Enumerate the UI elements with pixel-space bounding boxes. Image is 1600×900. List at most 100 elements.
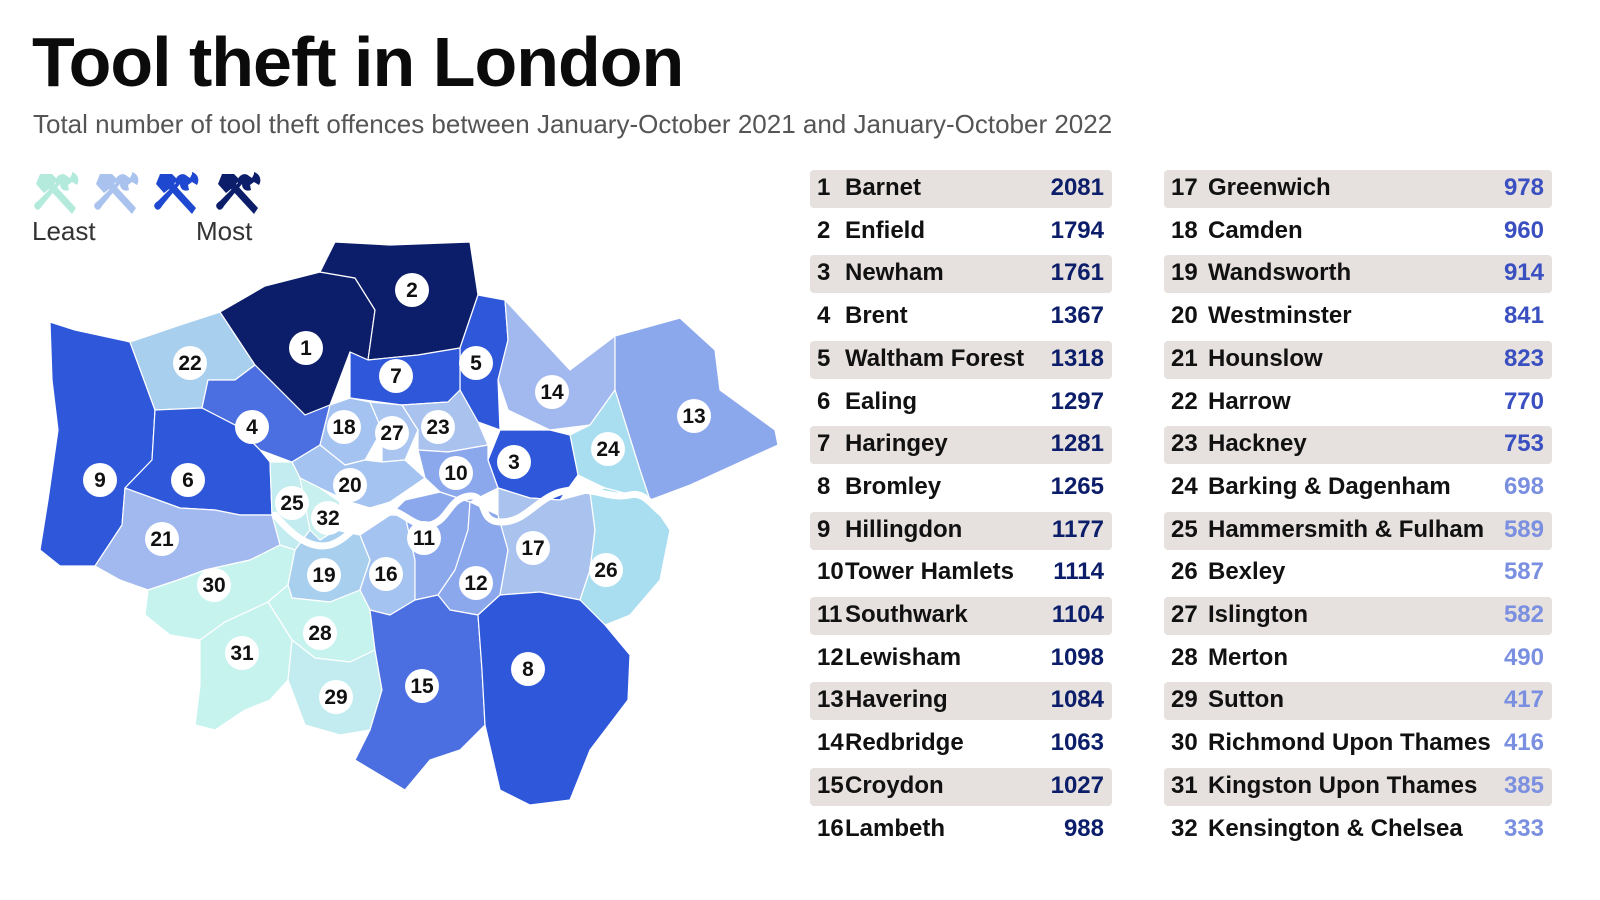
borough-marker-label: 31	[230, 642, 254, 665]
row-value: 1297	[1050, 387, 1104, 415]
borough-marker-circle	[173, 346, 207, 380]
row-rank: 20	[1171, 302, 1198, 330]
borough-marker-label: 17	[521, 537, 544, 560]
row-rank: 3	[817, 259, 831, 287]
row-borough-name: Kensington & Chelsea	[1208, 814, 1463, 842]
tools-icon-low	[94, 172, 139, 214]
borough-marker-circle	[375, 416, 409, 450]
borough-marker-label: 25	[280, 492, 304, 515]
table-row: 6 Ealing 1297	[810, 384, 1112, 422]
row-borough-name: Merton	[1208, 643, 1288, 671]
borough-marker-label: 9	[94, 469, 106, 492]
table-row: 21 Hounslow 823	[1164, 340, 1552, 379]
table-row: 19 Wandsworth 914	[1164, 255, 1552, 294]
borough-marker-circle	[459, 566, 493, 600]
row-value: 1027	[1050, 771, 1104, 799]
borough-marker-label: 28	[308, 622, 332, 645]
borough-marker-circle	[311, 501, 345, 535]
borough-marker-label: 2	[406, 279, 418, 302]
borough-marker-label: 10	[444, 462, 467, 485]
table-row: 2 Enfield 1794	[810, 213, 1112, 251]
borough-marker-label: 15	[410, 675, 434, 698]
table-row: 17 Greenwich 978	[1164, 170, 1552, 208]
row-value: 823	[1503, 344, 1544, 372]
table-row: 29 Sutton 417	[1164, 682, 1552, 721]
borough-marker-circle	[369, 557, 403, 591]
row-rank: 16	[817, 814, 844, 842]
borough-marker-label: 18	[332, 416, 356, 439]
row-value: 589	[1503, 515, 1544, 543]
table-row: 27 Islington 582	[1164, 597, 1552, 635]
row-rank: 17	[1171, 174, 1198, 201]
table-row: 32 Kensington & Chelsea 333	[1164, 811, 1552, 849]
table-row: 3 Newham 1761	[810, 255, 1112, 294]
borough-marker-circle	[275, 486, 309, 520]
row-value: 914	[1503, 259, 1544, 287]
table-row: 20 Westminster 841	[1164, 298, 1552, 336]
borough-bromley	[477, 591, 631, 806]
row-rank: 5	[817, 344, 831, 372]
row-value: 1761	[1050, 259, 1104, 287]
row-borough-name: Haringey	[845, 430, 948, 458]
row-value: 960	[1503, 216, 1544, 244]
borough-marker-label: 5	[470, 352, 482, 375]
row-value: 417	[1503, 686, 1544, 714]
borough-marker-label: 21	[150, 528, 174, 551]
table-row: 22 Harrow 770	[1164, 384, 1552, 422]
borough-marker-circle	[289, 331, 323, 365]
row-value: 582	[1503, 601, 1544, 628]
row-borough-name: Barnet	[845, 174, 922, 201]
row-borough-name: Sutton	[1208, 686, 1284, 714]
borough-marker-label: 29	[324, 686, 347, 709]
borough-marker-circle	[235, 410, 269, 444]
tools-icon-most	[216, 172, 261, 214]
row-rank: 10	[817, 558, 844, 586]
row-borough-name: Waltham Forest	[845, 344, 1025, 372]
row-value: 1098	[1050, 643, 1104, 671]
row-rank: 26	[1171, 558, 1198, 586]
row-value: 1063	[1050, 729, 1104, 757]
borough-marker-circle	[516, 531, 550, 565]
borough-marker-circle	[589, 553, 623, 587]
borough-marker-circle	[83, 463, 117, 497]
table-row: 10 Tower Hamlets 1114	[810, 554, 1112, 592]
borough-marker-circle	[497, 445, 531, 479]
row-borough-name: Bromley	[845, 472, 942, 500]
borough-marker-label: 4	[246, 416, 258, 439]
borough-marker-label: 13	[682, 405, 705, 428]
borough-marker-circle	[421, 410, 455, 444]
row-borough-name: Harrow	[1208, 387, 1291, 415]
table-row: 15 Croydon 1027	[810, 767, 1112, 806]
row-value: 333	[1503, 814, 1544, 842]
legend-least-label: Least	[32, 216, 96, 246]
row-rank: 23	[1171, 430, 1198, 458]
row-borough-name: Hammersmith & Fulham	[1208, 515, 1485, 543]
row-rank: 12	[817, 643, 844, 671]
row-value: 988	[1063, 814, 1104, 842]
row-borough-name: Southwark	[845, 601, 968, 628]
row-rank: 11	[817, 601, 843, 628]
row-borough-name: Barking & Dagenham	[1208, 472, 1451, 500]
row-borough-name: Ealing	[845, 387, 918, 415]
row-borough-name: Kingston Upon Thames	[1208, 771, 1478, 799]
borough-marker-label: 16	[374, 563, 397, 586]
borough-marker-circle	[511, 652, 545, 686]
borough-marker-circle	[535, 375, 569, 409]
borough-marker-circle	[677, 399, 711, 433]
borough-marker-circle	[459, 346, 493, 380]
page-title: Tool theft in London	[32, 23, 684, 101]
table-row: 18 Camden 960	[1164, 213, 1552, 251]
borough-marker-circle	[591, 432, 625, 466]
row-borough-name: Westminster	[1208, 302, 1352, 330]
table-row: 12 Lewisham 1098	[810, 640, 1112, 678]
row-borough-name: Hillingdon	[845, 515, 963, 543]
borough-marker-label: 19	[312, 564, 335, 587]
row-rank: 18	[1171, 216, 1198, 244]
row-borough-name: Enfield	[845, 216, 926, 244]
row-rank: 19	[1171, 259, 1198, 287]
color-legend: Least Most	[30, 168, 290, 248]
borough-marker-label: 11	[413, 527, 436, 550]
borough-marker-label: 27	[380, 422, 403, 445]
